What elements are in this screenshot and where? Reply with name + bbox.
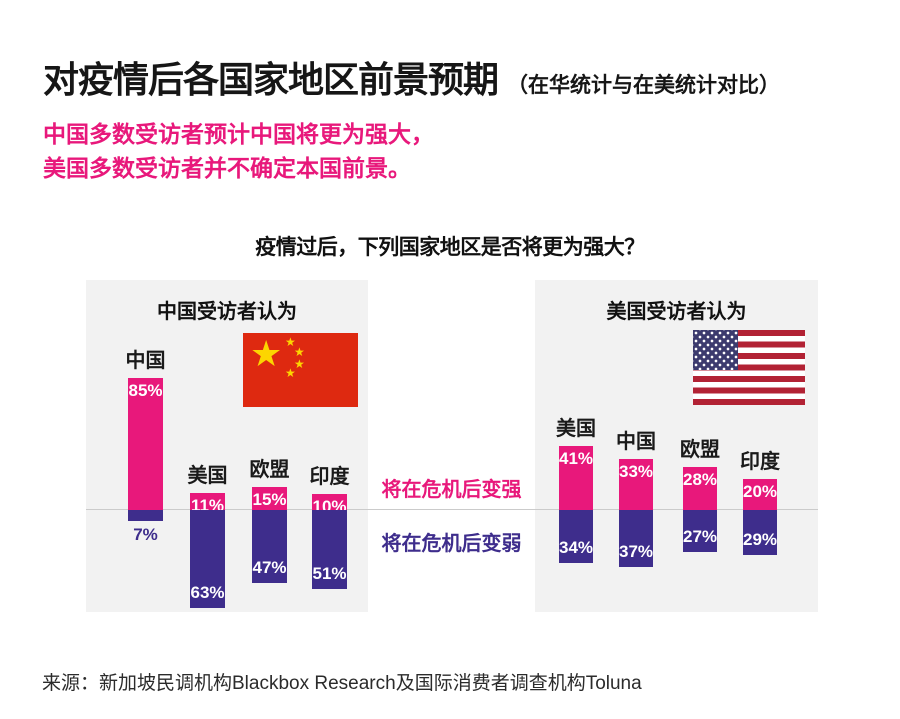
bar-value-weaker: 29% [742, 530, 778, 549]
bar-segment-stronger: 33% [619, 459, 653, 510]
bar-category-label: 中国 [616, 431, 656, 453]
subtitle-line-1: 中国多数受访者预计中国将更为强大， [43, 121, 434, 147]
bar-segment-weaker: 51% [312, 510, 347, 589]
usa-flag-canton [693, 330, 738, 370]
panel-title-china: 中国受访者认为 [157, 301, 297, 323]
bar-segment-weaker: 34% [559, 510, 593, 563]
bar-category-label: 中国 [125, 350, 166, 372]
zero-baseline [86, 509, 818, 510]
bar-value-weaker: 34% [558, 538, 594, 557]
bar-value-stronger: 20% [742, 482, 778, 501]
source-note: 来源：新加坡民调机构Blackbox Research及国际消费者调查机构Tol… [42, 673, 642, 694]
bar-value-weaker: 47% [252, 558, 287, 577]
bar-category-label: 印度 [740, 451, 780, 473]
bar-segment-stronger: 85% [128, 378, 163, 510]
bar-segment-weaker [128, 510, 163, 521]
survey-question: 疫情过后，下列国家地区是否将更为强大？ [255, 236, 645, 259]
bar-segment-stronger: 20% [743, 479, 777, 510]
subtitle: 中国多数受访者预计中国将更为强大， 美国多数受访者并不确定本国前景。 [43, 117, 780, 185]
bar-category-label: 欧盟 [249, 459, 290, 481]
china-respondents-panel: 中国受访者认为 ★ ★ ★ ★ ★ 7% 中国 85% 美国 11% 63% 欧盟 15% 47… [86, 280, 368, 612]
china-flag: ★ ★ ★ ★ ★ [243, 333, 358, 407]
title-row: 对疫情后各国家地区前景预期 （在华统计与在美统计对比） [43, 60, 780, 100]
legend-stronger-after-crisis: 将在危机后变强 [381, 479, 522, 501]
subtitle-line-2: 美国多数受访者并不确定本国前景。 [43, 155, 411, 181]
china-flag-small-star-icon: ★ [285, 335, 296, 349]
usa-respondents-panel: 美国受访者认为 美国 41% 34% 中国 33% 37% 欧盟 28% 27% 印度 20% 29% [535, 280, 818, 612]
bar-category-label: 印度 [309, 466, 350, 488]
bar-segment-stronger: 15% [252, 487, 287, 510]
china-survey-bars: 7% 中国 85% 美国 11% 63% 欧盟 15% 47% 印度 10% 51% [86, 280, 368, 612]
bar-category-label: 美国 [556, 418, 596, 440]
bar-category-label: 美国 [187, 465, 228, 487]
usa-flag [693, 330, 805, 405]
bar-value-stronger: 11% [190, 496, 225, 515]
panel-title-usa: 美国受访者认为 [606, 301, 747, 323]
legend-weaker-after-crisis: 将在危机后变弱 [381, 533, 522, 555]
bar-value-stronger: 15% [252, 490, 287, 509]
bar-segment-stronger: 28% [683, 467, 717, 510]
bar-value-weaker: 63% [190, 583, 225, 602]
bar-segment-stronger: 11% [190, 493, 225, 514]
china-flag-big-star-icon: ★ [250, 333, 283, 374]
usa-survey-bars: 美国 41% 34% 中国 33% 37% 欧盟 28% 27% 印度 20% 29% [535, 280, 818, 612]
bar-value-stronger: 33% [618, 462, 654, 481]
bar-value-stronger: 41% [558, 449, 594, 468]
header: 对疫情后各国家地区前景预期 （在华统计与在美统计对比） 中国多数受访者预计中国将… [43, 60, 780, 185]
bar-value-weaker: 51% [312, 564, 347, 583]
page-title-suffix: （在华统计与在美统计对比） [507, 74, 781, 97]
bar-value-weaker: 7% [133, 525, 158, 544]
bar-segment-weaker: 37% [619, 510, 653, 567]
china-flag-small-star-icon: ★ [294, 357, 305, 371]
bar-segment-weaker: 47% [252, 510, 287, 583]
bar-value-stronger: 85% [128, 381, 163, 400]
bar-segment-weaker: 63% [190, 510, 225, 608]
bar-value-weaker: 37% [618, 542, 654, 561]
bar-segment-weaker: 29% [743, 510, 777, 555]
bar-segment-stronger: 41% [559, 446, 593, 510]
bar-category-label: 欧盟 [680, 439, 720, 461]
china-flag-small-star-icon: ★ [294, 345, 305, 359]
page-title: 对疫情后各国家地区前景预期 [43, 59, 499, 100]
bar-value-weaker: 27% [682, 527, 718, 546]
bar-value-stronger: 28% [682, 470, 718, 489]
china-flag-small-star-icon: ★ [285, 366, 296, 380]
bar-segment-stronger: 10% [312, 494, 347, 515]
bar-segment-weaker: 27% [683, 510, 717, 552]
